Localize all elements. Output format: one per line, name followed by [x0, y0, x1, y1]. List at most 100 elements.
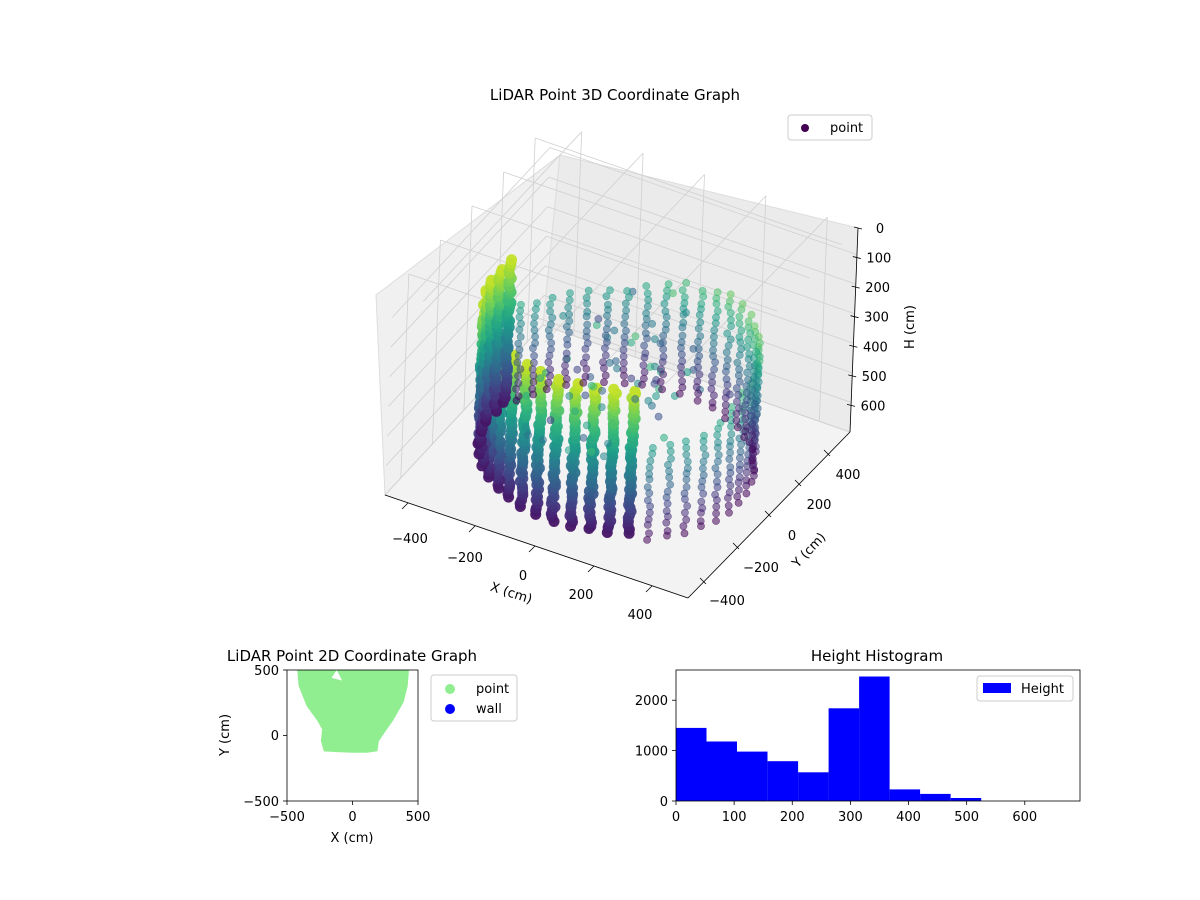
point-3d — [677, 350, 686, 359]
grid-line — [547, 206, 855, 315]
point-3d — [622, 326, 630, 335]
point-3d — [742, 422, 751, 430]
histogram-bar — [920, 793, 951, 801]
chart-3d: LiDAR Point 3D Coordinate Graph −400 −20… — [375, 86, 918, 623]
point-3d — [735, 485, 743, 494]
point-3d — [745, 362, 754, 371]
point-3d — [693, 377, 702, 386]
grid-line — [390, 176, 550, 348]
point-3d — [723, 355, 732, 364]
legend-label-wall: wall — [476, 702, 502, 717]
point-3d — [627, 374, 636, 383]
grid-line — [440, 239, 745, 345]
chart-3d-panes — [375, 153, 859, 599]
point-3d — [583, 307, 592, 316]
z-tick — [851, 285, 860, 289]
point-3d — [621, 299, 630, 308]
point-3d — [622, 306, 630, 315]
point-3d — [613, 364, 621, 373]
grid-line — [387, 265, 546, 437]
point-3d — [710, 326, 719, 335]
point-3d — [605, 358, 614, 367]
point-3d — [695, 352, 704, 360]
point-3d — [544, 358, 553, 367]
x-tick-label: 0 — [348, 810, 356, 825]
point-3d — [714, 438, 722, 447]
point-3d — [742, 382, 751, 391]
point-3d — [594, 315, 603, 323]
point-3d — [663, 499, 672, 508]
point-3d — [680, 489, 689, 498]
point-3d — [619, 345, 628, 354]
point-3d — [726, 448, 734, 457]
point-3d — [581, 391, 590, 400]
point-3d — [582, 353, 590, 362]
point-3d — [742, 388, 751, 397]
point-3d — [735, 312, 744, 321]
point-3d — [713, 431, 722, 439]
point-3d — [743, 396, 751, 405]
point-3d — [604, 300, 612, 309]
point-3d — [644, 295, 653, 304]
point-3d — [536, 374, 545, 382]
point-3d — [524, 431, 532, 439]
histogram-bar — [889, 789, 921, 801]
point-3d — [581, 372, 590, 381]
point-3d — [744, 335, 753, 344]
point-3d — [677, 338, 686, 347]
x-axis-line — [384, 494, 689, 599]
histogram-bar — [737, 751, 768, 801]
point-3d — [732, 384, 741, 393]
z-tick-label: 200 — [865, 281, 890, 296]
point-3d — [714, 457, 722, 466]
point-3d — [573, 365, 582, 374]
point-3d — [665, 467, 673, 476]
point-3d — [714, 451, 723, 459]
point-3d — [727, 316, 735, 324]
z-tick — [853, 226, 863, 230]
z-ticks: 0 100 200 300 400 500 600 — [846, 222, 891, 414]
x-tick-label: 200 — [780, 810, 805, 825]
point-3d — [745, 350, 754, 358]
point-3d — [601, 351, 610, 360]
point-3d — [582, 327, 591, 336]
point-3d — [531, 339, 539, 348]
point-3d — [735, 377, 744, 386]
point-3d — [700, 431, 708, 440]
point-3d — [699, 471, 708, 480]
point-3d — [722, 362, 731, 371]
point-3d — [529, 371, 538, 380]
point-3d — [710, 332, 718, 341]
point-3d — [530, 351, 538, 360]
point-3d — [661, 307, 670, 316]
z-axis-line — [849, 227, 859, 433]
point-3d — [548, 293, 557, 302]
point-3d — [553, 373, 565, 385]
point-3d — [506, 254, 518, 266]
point-3d — [561, 368, 570, 377]
point-3d — [546, 300, 554, 309]
chart-3d-title: LiDAR Point 3D Coordinate Graph — [490, 86, 740, 104]
point-3d — [724, 501, 733, 510]
y-tick-label: 0 — [788, 529, 796, 544]
point-3d — [696, 318, 705, 327]
point-3d — [745, 438, 754, 447]
point-3d — [666, 447, 675, 456]
point-3d — [539, 436, 547, 444]
point-3d — [737, 345, 746, 353]
x-tick-label: 400 — [628, 608, 653, 623]
point-3d — [563, 335, 571, 344]
point-3d — [600, 452, 608, 461]
x-tick-label: 300 — [838, 810, 863, 825]
point-3d — [631, 395, 640, 403]
histogram-title: Height Histogram — [811, 647, 943, 665]
point-3d — [623, 287, 631, 295]
point-3d — [528, 365, 537, 374]
z-tick — [850, 315, 859, 319]
grid-line — [535, 137, 842, 245]
point-3d — [600, 378, 608, 387]
point-3d — [662, 320, 670, 329]
z-tick-label: 300 — [864, 311, 889, 326]
point-3d — [644, 496, 652, 505]
point-3d — [681, 508, 689, 517]
